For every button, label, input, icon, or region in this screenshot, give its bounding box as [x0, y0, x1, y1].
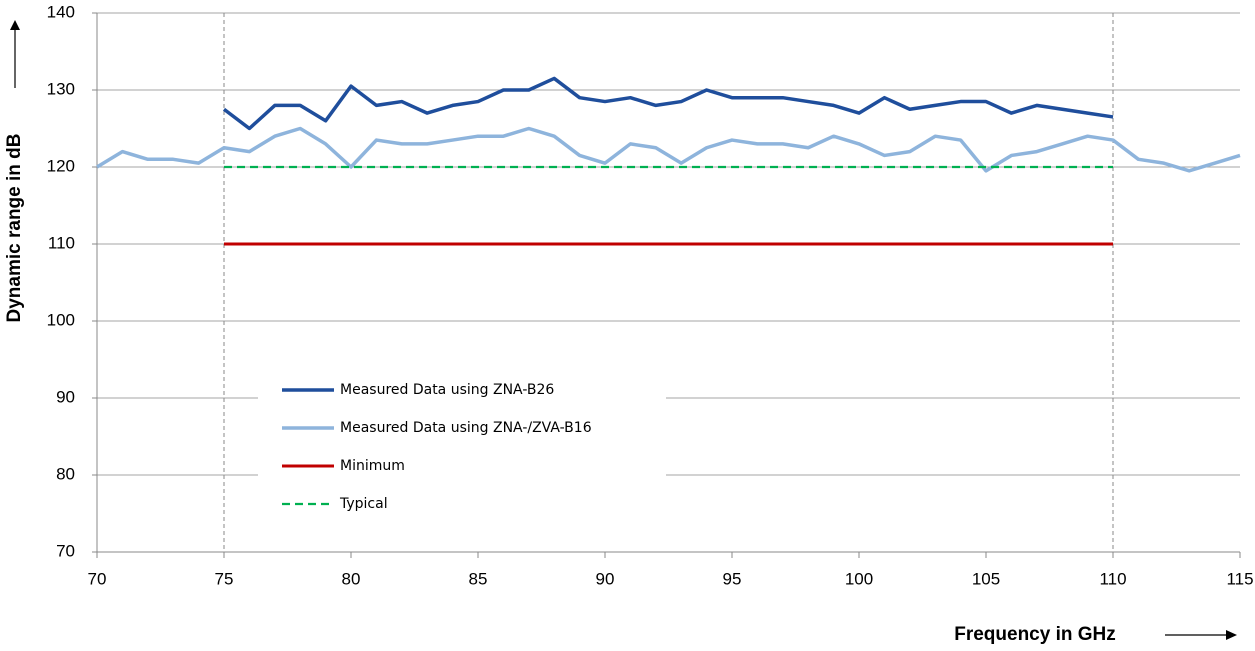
- x-tick-label: 115: [1226, 569, 1253, 588]
- x-tick-label: 80: [342, 569, 361, 588]
- x-tick-label: 90: [596, 569, 615, 588]
- y-tick-label: 130: [47, 79, 75, 98]
- y-tick-label: 100: [47, 310, 75, 329]
- series-line: [96, 126, 1241, 173]
- y-tick-label: 90: [56, 387, 75, 406]
- legend-label: Typical: [339, 496, 388, 512]
- x-axis-label: Frequency in GHz: [954, 624, 1116, 645]
- legend-box: [258, 372, 666, 522]
- x-tick-label: 100: [845, 569, 873, 588]
- x-tick-label: 105: [972, 569, 1000, 588]
- y-tick-label: 80: [56, 464, 75, 483]
- x-tick-label: 95: [723, 569, 742, 588]
- y-tick-label: 140: [47, 2, 75, 21]
- arrow-head: [1226, 630, 1237, 640]
- y-tick-label: 70: [56, 541, 75, 560]
- legend-label: Measured Data using ZNA-/ZVA-B16: [340, 420, 592, 436]
- legend-label: Minimum: [340, 458, 405, 474]
- arrow-head: [10, 20, 20, 30]
- x-tick-label: 110: [1099, 569, 1126, 588]
- y-axis-label: Dynamic range in dB: [4, 134, 25, 323]
- x-axis-title: Frequency in GHz: [954, 624, 1237, 645]
- x-tick-label: 75: [215, 569, 234, 588]
- legend: Measured Data using ZNA-B26 Measured Data…: [258, 372, 666, 522]
- legend-label: Measured Data using ZNA-B26: [340, 382, 554, 398]
- series-line: [222, 76, 1114, 131]
- y-axis-title: Dynamic range in dB: [4, 20, 25, 323]
- x-tick-label: 85: [469, 569, 488, 588]
- x-tick-label: 70: [88, 569, 107, 588]
- y-tick-label: 110: [48, 233, 75, 252]
- y-tick-label: 120: [47, 156, 75, 175]
